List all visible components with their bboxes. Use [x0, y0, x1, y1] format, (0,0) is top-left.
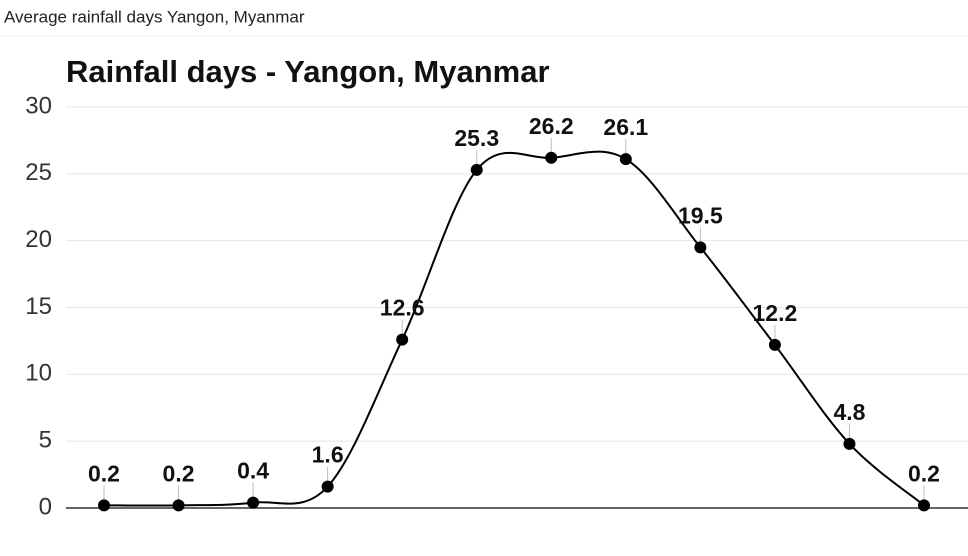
point — [843, 437, 856, 450]
point — [247, 496, 260, 509]
y-tick-label: 15 — [25, 293, 52, 320]
data-label: 12.6 — [380, 295, 425, 321]
page-caption: Average rainfall days Yangon, Myanmar — [4, 7, 305, 26]
point — [396, 333, 409, 346]
y-tick-label: 5 — [39, 427, 52, 454]
point — [619, 153, 632, 166]
point — [768, 338, 781, 351]
data-label: 0.4 — [237, 458, 269, 484]
data-label: 4.8 — [833, 399, 865, 425]
data-label: 19.5 — [678, 202, 723, 228]
data-label: 1.6 — [312, 442, 344, 468]
point — [98, 499, 110, 512]
data-label: 25.3 — [454, 125, 499, 151]
point — [321, 480, 334, 493]
data-label: 0.2 — [88, 460, 120, 486]
line — [103, 150, 925, 507]
point — [694, 241, 707, 254]
point — [470, 163, 483, 176]
y-tick-label: 25 — [25, 159, 52, 186]
y-tick-label: 10 — [25, 360, 52, 387]
point — [545, 151, 558, 164]
data-label: 0.2 — [163, 460, 195, 486]
data-label: 12.2 — [753, 300, 798, 326]
data-label: 0.2 — [908, 460, 940, 486]
point — [918, 499, 930, 512]
point — [172, 499, 185, 512]
chart-title: Rainfall days - Yangon, Myanmar — [66, 54, 550, 89]
y-tick-label: 20 — [25, 226, 52, 253]
y-tick-label: 30 — [25, 92, 52, 119]
y-tick-label: 0 — [39, 493, 52, 520]
data-label: 26.1 — [603, 114, 648, 140]
data-label: 26.2 — [529, 113, 574, 139]
